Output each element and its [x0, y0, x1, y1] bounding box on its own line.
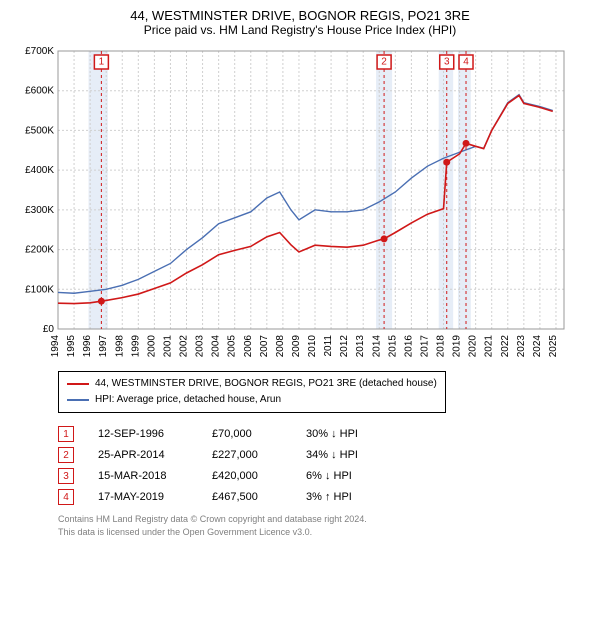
svg-text:2020: 2020 — [468, 335, 479, 358]
svg-text:£500K: £500K — [25, 125, 54, 136]
svg-text:2005: 2005 — [227, 335, 238, 358]
svg-text:£100K: £100K — [25, 284, 54, 295]
svg-text:2013: 2013 — [355, 335, 366, 358]
svg-text:£400K: £400K — [25, 165, 54, 176]
svg-text:2014: 2014 — [371, 335, 382, 358]
transaction-row: 3 15-MAR-2018 £420,000 6% ↓ HPI — [58, 468, 590, 484]
svg-text:£300K: £300K — [25, 205, 54, 216]
transaction-date: 12-SEP-1996 — [98, 428, 188, 440]
chart-svg: £0 £100K £200K £300K £400K £500K £600K £700K 199… — [10, 43, 570, 363]
transaction-marker: 2 — [58, 447, 74, 463]
transaction-marker: 3 — [58, 468, 74, 484]
chart-subtitle: Price paid vs. HM Land Registry's House … — [10, 23, 590, 37]
transaction-date: 15-MAR-2018 — [98, 470, 188, 482]
svg-text:2017: 2017 — [419, 335, 430, 358]
transaction-price: £467,500 — [212, 491, 282, 503]
svg-text:2015: 2015 — [387, 335, 398, 358]
transaction-price: £227,000 — [212, 449, 282, 461]
transaction-price: £420,000 — [212, 470, 282, 482]
transaction-diff: 34% ↓ HPI — [306, 449, 386, 461]
transaction-date: 25-APR-2014 — [98, 449, 188, 461]
footer-attribution: Contains HM Land Registry data © Crown c… — [58, 513, 590, 538]
svg-text:1994: 1994 — [50, 335, 61, 358]
title-block: 44, WESTMINSTER DRIVE, BOGNOR REGIS, PO2… — [10, 8, 590, 37]
legend-swatch — [67, 399, 89, 401]
transactions-table: 1 12-SEP-1996 £70,000 30% ↓ HPI 2 25-APR-2014… — [58, 426, 590, 505]
svg-text:£200K: £200K — [25, 245, 54, 256]
legend-swatch — [67, 383, 89, 385]
svg-text:4: 4 — [463, 57, 469, 68]
transaction-marker: 1 — [58, 426, 74, 442]
svg-text:2006: 2006 — [243, 335, 254, 358]
svg-text:2003: 2003 — [195, 335, 206, 358]
svg-text:2000: 2000 — [146, 335, 157, 358]
svg-text:2012: 2012 — [339, 335, 350, 358]
svg-text:2019: 2019 — [452, 335, 463, 358]
chart-area: £0 £100K £200K £300K £400K £500K £600K £700K 199… — [10, 43, 590, 363]
transaction-row: 1 12-SEP-1996 £70,000 30% ↓ HPI — [58, 426, 590, 442]
svg-text:2022: 2022 — [500, 335, 511, 358]
legend-item: 44, WESTMINSTER DRIVE, BOGNOR REGIS, PO2… — [67, 376, 437, 392]
transaction-marker: 4 — [58, 489, 74, 505]
svg-text:2004: 2004 — [211, 335, 222, 358]
footer-line2: This data is licensed under the Open Gov… — [58, 526, 590, 539]
svg-text:2009: 2009 — [291, 335, 302, 358]
svg-text:1997: 1997 — [98, 335, 109, 358]
svg-text:2010: 2010 — [307, 335, 318, 358]
svg-text:2025: 2025 — [548, 335, 559, 358]
transaction-row: 4 17-MAY-2019 £467,500 3% ↑ HPI — [58, 489, 590, 505]
svg-text:2001: 2001 — [162, 335, 173, 358]
svg-text:2: 2 — [381, 57, 387, 68]
svg-text:2011: 2011 — [323, 335, 334, 357]
svg-text:£700K: £700K — [25, 46, 54, 57]
legend-item: HPI: Average price, detached house, Arun — [67, 392, 437, 408]
svg-text:2023: 2023 — [516, 335, 527, 358]
transaction-diff: 6% ↓ HPI — [306, 470, 386, 482]
transaction-diff: 30% ↓ HPI — [306, 428, 386, 440]
svg-text:1999: 1999 — [130, 335, 141, 358]
svg-text:2018: 2018 — [436, 335, 447, 358]
chart-container: 44, WESTMINSTER DRIVE, BOGNOR REGIS, PO2… — [0, 0, 600, 546]
svg-text:3: 3 — [444, 57, 450, 68]
svg-text:£0: £0 — [43, 324, 55, 335]
legend-label: HPI: Average price, detached house, Arun — [95, 392, 281, 408]
svg-text:1998: 1998 — [114, 335, 125, 358]
svg-text:2024: 2024 — [532, 335, 543, 358]
legend: 44, WESTMINSTER DRIVE, BOGNOR REGIS, PO2… — [58, 371, 446, 413]
svg-text:2002: 2002 — [179, 335, 190, 358]
transaction-date: 17-MAY-2019 — [98, 491, 188, 503]
transaction-row: 2 25-APR-2014 £227,000 34% ↓ HPI — [58, 447, 590, 463]
svg-text:1995: 1995 — [66, 335, 77, 358]
svg-text:2021: 2021 — [484, 335, 495, 358]
transaction-price: £70,000 — [212, 428, 282, 440]
transaction-diff: 3% ↑ HPI — [306, 491, 386, 503]
svg-text:2007: 2007 — [259, 335, 270, 358]
svg-text:2008: 2008 — [275, 335, 286, 358]
svg-text:£600K: £600K — [25, 86, 54, 97]
svg-text:2016: 2016 — [403, 335, 414, 358]
footer-line1: Contains HM Land Registry data © Crown c… — [58, 513, 590, 526]
legend-label: 44, WESTMINSTER DRIVE, BOGNOR REGIS, PO2… — [95, 376, 437, 392]
svg-text:1: 1 — [99, 57, 105, 68]
chart-title: 44, WESTMINSTER DRIVE, BOGNOR REGIS, PO2… — [10, 8, 590, 23]
svg-text:1996: 1996 — [82, 335, 93, 358]
